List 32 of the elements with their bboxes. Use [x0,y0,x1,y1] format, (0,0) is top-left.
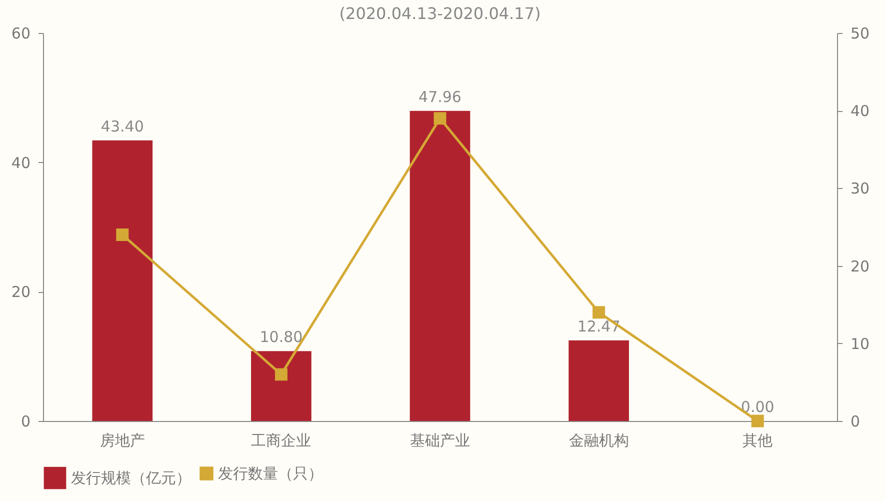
x-tick-label: 工商企业 [251,432,312,450]
bar [568,340,629,421]
point [751,414,764,428]
x-tick-label: 其他 [742,432,773,450]
bar [92,140,153,421]
point [592,306,606,319]
data-label: 43.40 [100,117,144,136]
data-label: 0.00 [740,398,774,416]
data-label: 47.96 [418,88,462,106]
point [274,368,288,381]
y-tick-label: 60 [11,24,30,42]
y-tick-label: 20 [11,283,30,302]
point [116,228,129,242]
legend-label: 发行规模（亿元） [71,469,191,487]
data-label: 12.47 [577,317,620,336]
x-tick-label: 房地产 [100,432,145,450]
y2-tick-label: 20 [850,257,870,276]
bar [410,110,470,421]
y2-tick-label: 50 [850,24,870,42]
chart-title: (2020.04.13-2020.04.17) [339,4,541,23]
point [434,112,446,125]
y2-tick-label: 30 [850,180,870,198]
y-tick-label: 0 [20,412,30,430]
y2-tick-label: 40 [850,102,870,120]
data-label: 10.80 [260,328,303,346]
legend-label: 发行数量（只） [218,464,323,482]
y2-tick-label: 0 [850,412,860,430]
y2-tick-label: 10 [850,334,870,353]
x-tick-label: 金融机构 [568,432,629,450]
bar [251,351,312,421]
y-tick-label: 40 [11,154,30,172]
x-tick-label: 基础产业 [410,432,470,450]
